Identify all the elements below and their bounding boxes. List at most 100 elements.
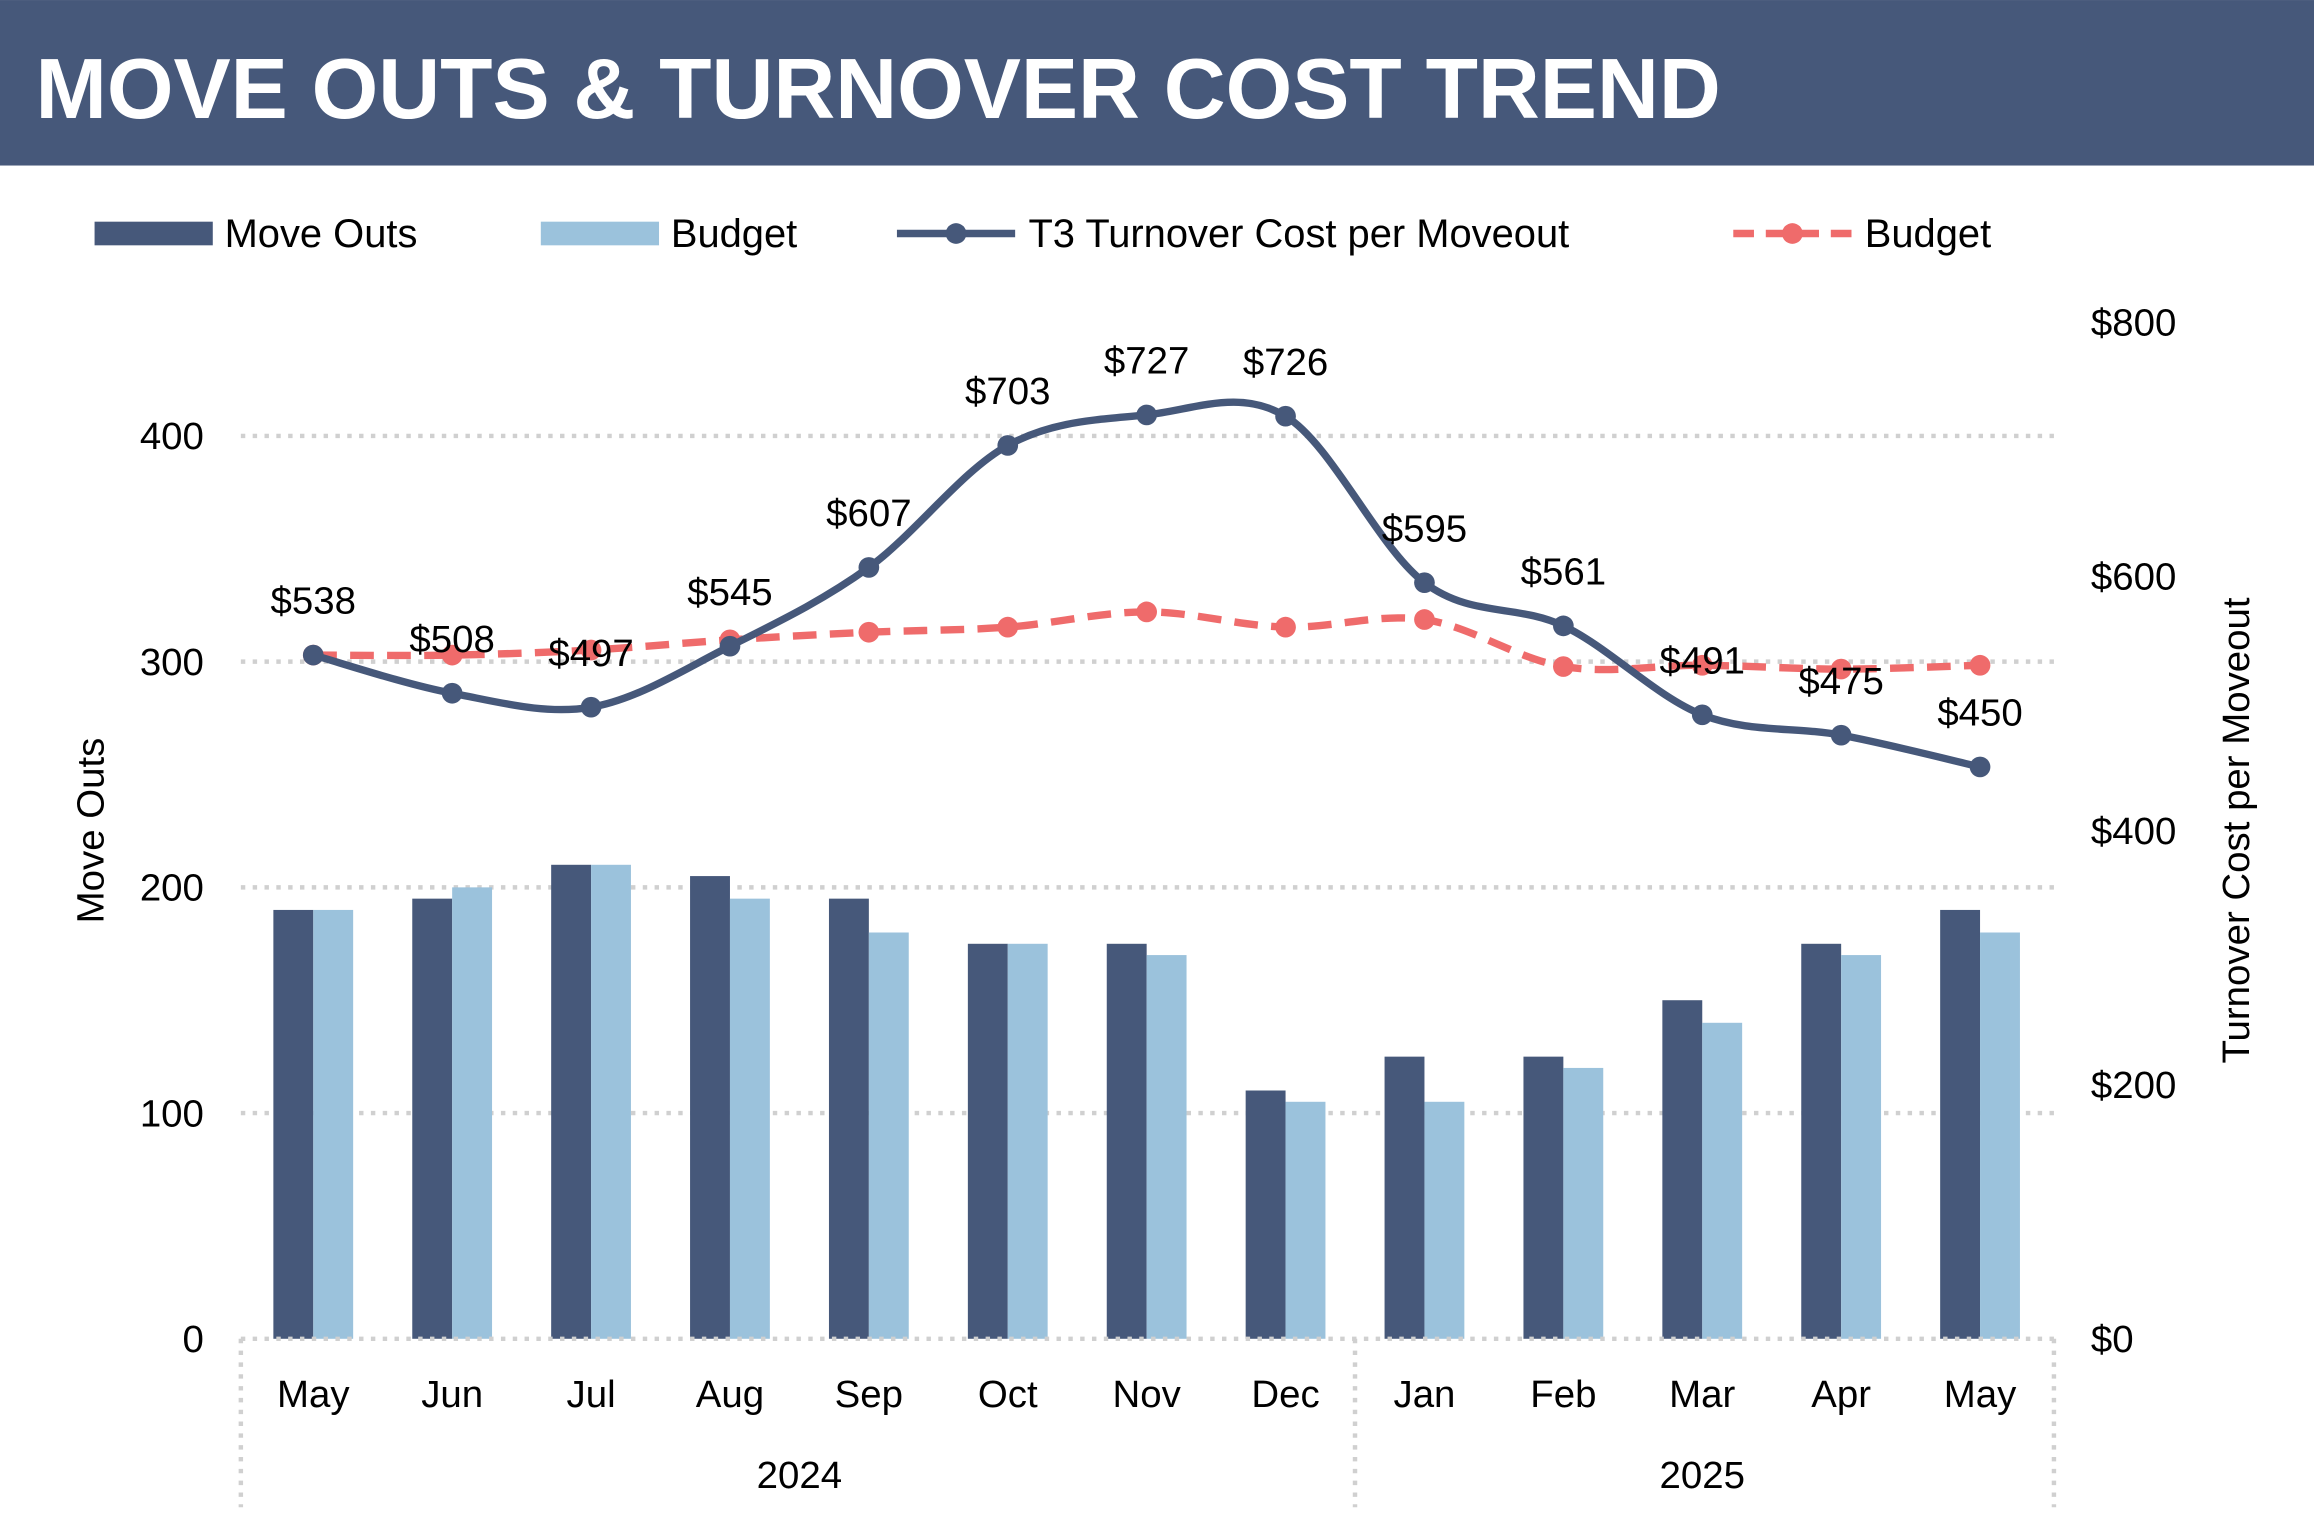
x-group-label: 2024 bbox=[757, 1454, 842, 1497]
cost-marker bbox=[1275, 405, 1296, 427]
page-title: MOVE OUTS & TURNOVER COST TREND bbox=[35, 41, 1720, 137]
x-tick-label: Dec bbox=[1251, 1373, 1319, 1416]
cost-line bbox=[312, 398, 1981, 771]
bar-move-outs bbox=[828, 898, 869, 1339]
y-tick-label-left: 0 bbox=[183, 1318, 204, 1361]
bar-budget bbox=[1841, 955, 1882, 1339]
y-tick-label-right: $200 bbox=[2091, 1064, 2176, 1107]
cost-data-label: $538 bbox=[271, 580, 356, 623]
cost-data-label: $727 bbox=[1104, 340, 1189, 383]
cost-marker bbox=[1830, 724, 1852, 746]
cost-budget-marker bbox=[580, 639, 602, 661]
cost-marker bbox=[1414, 572, 1435, 594]
cost-marker bbox=[441, 682, 463, 704]
y-tick-label-right: $400 bbox=[2091, 810, 2176, 853]
y-tick-label-left: 100 bbox=[140, 1092, 204, 1135]
bar-budget bbox=[452, 887, 493, 1339]
cost-data-label: $450 bbox=[1937, 692, 2022, 735]
legend-label-budget-bars: Budget bbox=[671, 212, 797, 256]
x-tick-label: Feb bbox=[1530, 1373, 1596, 1416]
bar-budget bbox=[1285, 1101, 1326, 1339]
x-tick-label: Sep bbox=[835, 1373, 903, 1416]
cost-budget-marker bbox=[1691, 654, 1713, 676]
legend-marker-cost-budget bbox=[1782, 223, 1803, 244]
cost-marker bbox=[302, 644, 324, 666]
y-tick-label-left: 300 bbox=[140, 641, 204, 684]
cost-marker bbox=[1553, 615, 1574, 637]
bar-budget bbox=[313, 909, 354, 1339]
bar-budget bbox=[868, 932, 909, 1339]
x-tick-label: Jan bbox=[1393, 1373, 1455, 1416]
cost-data-label: $561 bbox=[1521, 551, 1606, 594]
x-tick-label: Jun bbox=[421, 1373, 483, 1416]
y-tick-label-right: $600 bbox=[2091, 556, 2176, 599]
x-tick-label: May bbox=[1944, 1373, 2017, 1416]
bar-budget bbox=[1563, 1067, 1604, 1339]
cost-marker bbox=[858, 557, 880, 578]
bar-move-outs bbox=[690, 876, 730, 1339]
cost-data-label: $726 bbox=[1243, 341, 1328, 384]
cost-data-label: $607 bbox=[826, 492, 911, 535]
bar-move-outs bbox=[1523, 1056, 1564, 1339]
cost-marker bbox=[1691, 704, 1713, 726]
x-tick-label: Mar bbox=[1669, 1373, 1735, 1416]
cost-budget-marker bbox=[1414, 609, 1435, 630]
legend-swatch-move-outs bbox=[94, 221, 213, 246]
cost-data-label: $703 bbox=[965, 370, 1050, 413]
legend-label-cost-budget: Budget bbox=[1865, 212, 1991, 256]
cost-marker bbox=[580, 696, 602, 718]
cost-data-label: $475 bbox=[1798, 660, 1883, 703]
legend-label-cost-line: T3 Turnover Cost per Moveout bbox=[1028, 212, 1569, 256]
cost-marker bbox=[1969, 756, 1991, 778]
cost-budget-marker bbox=[441, 644, 463, 666]
cost-marker bbox=[997, 435, 1019, 456]
x-tick-label: May bbox=[277, 1373, 350, 1416]
y-tick-label-right: $800 bbox=[2091, 301, 2176, 344]
x-tick-label: Oct bbox=[978, 1373, 1038, 1416]
bar-move-outs bbox=[1662, 1000, 1703, 1339]
bar-move-outs bbox=[967, 943, 1008, 1339]
y-tick-label-left: 400 bbox=[140, 415, 204, 458]
cost-budget-marker bbox=[997, 616, 1019, 638]
cost-data-label: $545 bbox=[687, 571, 772, 614]
bar-budget bbox=[1007, 943, 1048, 1339]
bar-move-outs bbox=[1384, 1056, 1425, 1339]
legend-swatch-budget-bars bbox=[540, 221, 660, 246]
header-bar bbox=[0, 0, 2314, 166]
cost-budget-marker bbox=[1136, 601, 1157, 623]
y-tick-label-right: $0 bbox=[2091, 1318, 2134, 1361]
cost-budget-marker bbox=[1969, 654, 1991, 676]
bar-move-outs bbox=[1106, 943, 1147, 1339]
bar-move-outs bbox=[412, 898, 453, 1339]
bar-budget bbox=[1702, 1022, 1743, 1339]
bar-move-outs bbox=[551, 864, 592, 1339]
x-tick-label: Apr bbox=[1811, 1373, 1871, 1416]
bar-move-outs bbox=[273, 909, 314, 1339]
bar-move-outs bbox=[1940, 909, 1981, 1339]
bar-budget bbox=[1146, 955, 1187, 1339]
bar-move-outs bbox=[1801, 943, 1842, 1339]
legend: Move Outs Budget T3 Turnover Cost per Mo… bbox=[94, 212, 1991, 256]
cost-marker bbox=[719, 635, 741, 657]
cost-data-label: $508 bbox=[409, 618, 494, 661]
bar-move-outs bbox=[1245, 1090, 1286, 1339]
x-tick-label: Nov bbox=[1113, 1373, 1182, 1416]
bar-budget bbox=[729, 898, 770, 1339]
cost-budget-marker bbox=[858, 621, 880, 643]
bar-budget bbox=[1424, 1101, 1465, 1339]
y-axis-title-left: Move Outs bbox=[69, 738, 112, 924]
legend-label-move-outs: Move Outs bbox=[225, 212, 418, 256]
cost-budget-marker bbox=[1553, 656, 1574, 677]
bar-budget bbox=[591, 864, 631, 1339]
cost-data-label: $491 bbox=[1660, 639, 1745, 682]
legend-marker-cost-line bbox=[945, 223, 967, 244]
x-tick-label: Aug bbox=[696, 1373, 764, 1416]
cost-budget-marker bbox=[1275, 616, 1296, 638]
cost-budget-marker bbox=[1830, 658, 1852, 680]
cost-marker bbox=[1136, 404, 1157, 426]
x-group-label: 2025 bbox=[1660, 1454, 1745, 1497]
cost-data-label: $595 bbox=[1382, 507, 1467, 550]
cost-data-label: $497 bbox=[548, 632, 633, 675]
bar-budget bbox=[1980, 932, 2020, 1339]
